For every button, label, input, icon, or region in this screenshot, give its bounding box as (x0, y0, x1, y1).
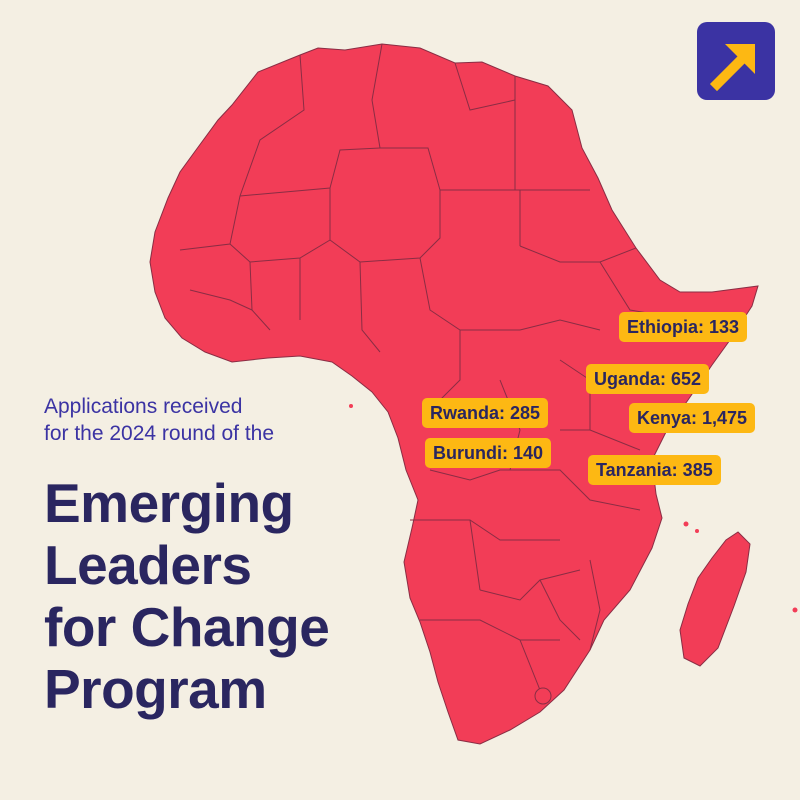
title-line-3: for Change (44, 596, 330, 658)
island-dot (349, 404, 353, 408)
island-dot (695, 529, 699, 533)
title-line-2: Leaders (44, 534, 252, 596)
subtitle-line-1: Applications received (44, 395, 243, 418)
lesotho (534, 687, 552, 705)
island-dot (683, 521, 689, 527)
brand-logo (697, 22, 775, 100)
label-rwanda: Rwanda: 285 (422, 398, 549, 428)
title-line-1: Emerging (44, 472, 294, 534)
program-title: Emerging Leaders for Change Program (44, 472, 424, 720)
label-ethiopia: Ethiopia: 133 (619, 312, 748, 342)
title-line-4: Program (44, 658, 267, 720)
label-tanzania: Tanzania: 385 (588, 455, 721, 485)
country-borders (179, 43, 691, 691)
arrow-up-right-icon (709, 44, 755, 92)
island-dot (792, 607, 798, 613)
label-burundi: Burundi: 140 (425, 438, 552, 468)
subtitle: Applications received for the 2024 round… (44, 393, 404, 447)
madagascar (679, 531, 751, 667)
subtitle-line-2: for the 2024 round of the (44, 422, 275, 445)
label-kenya: Kenya: 1,475 (629, 403, 756, 433)
label-uganda: Uganda: 652 (586, 364, 710, 394)
